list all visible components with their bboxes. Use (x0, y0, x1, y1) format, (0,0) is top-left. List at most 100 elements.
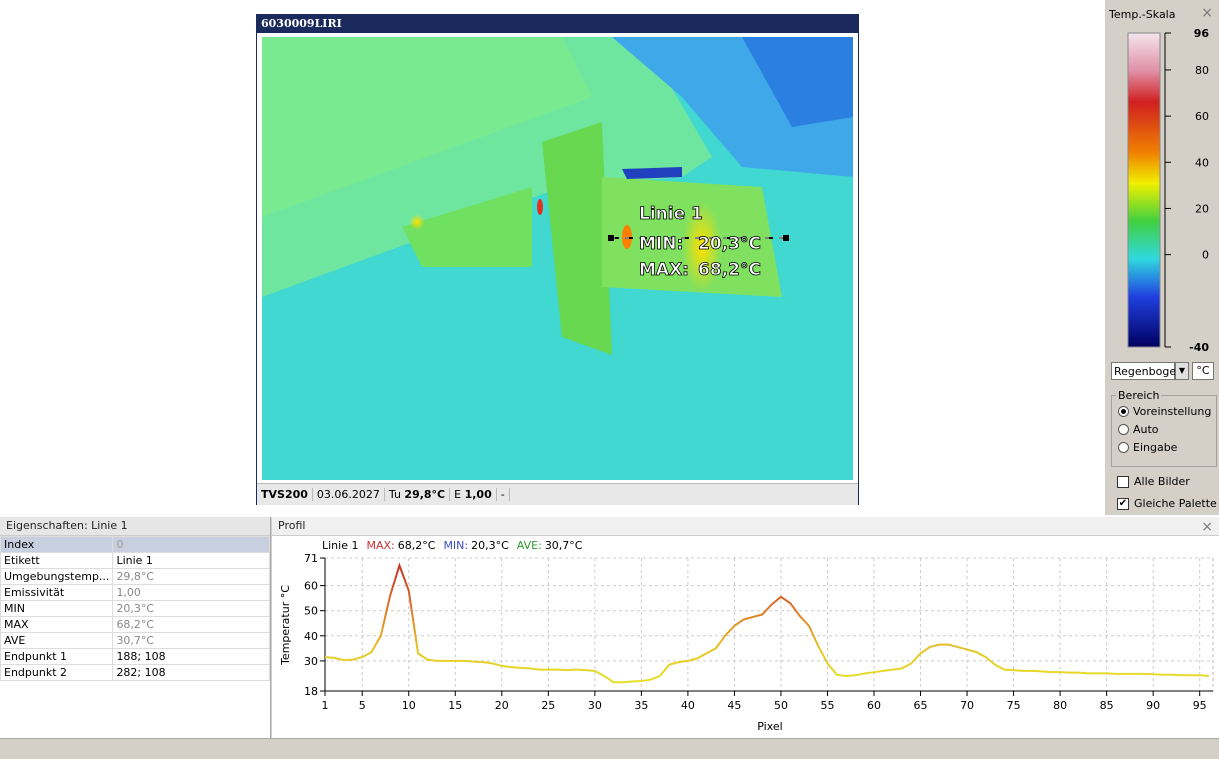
scale-title: Temp.-Skala (1109, 8, 1175, 21)
radio-label: Eingabe (1133, 441, 1177, 454)
overlay-min: 20,3°C (698, 234, 761, 254)
dropdown-arrow[interactable]: ▼ (1175, 362, 1189, 380)
checkbox-label: Gleiche Palette (1134, 497, 1217, 510)
radio (1118, 442, 1129, 453)
x-tick-label: 1 (322, 699, 329, 712)
line-handle[interactable] (608, 235, 614, 241)
unit-button[interactable]: °C (1192, 362, 1214, 380)
property-row: Endpunkt 2282; 108 (1, 665, 270, 681)
radio (1118, 424, 1129, 435)
palette-name: Regenboge (1114, 365, 1176, 378)
range-title: Bereich (1116, 389, 1161, 402)
scale-tick-label: 20 (1195, 202, 1209, 215)
x-tick-label: 30 (588, 699, 602, 712)
palette-dropdown[interactable]: Regenboge (1111, 362, 1175, 380)
scale: -40 0 20 40 60 80 96 (1105, 22, 1219, 362)
property-value: 282; 108 (113, 665, 270, 681)
scale-panel: Temp.-Skala × -40 0 20 40 60 80 96 Regenboge ▼… (1105, 0, 1219, 515)
radio-label: Auto (1133, 423, 1159, 436)
x-tick-label: 75 (1007, 699, 1021, 712)
property-row: Umgebungstemp...29,8°C (1, 569, 270, 585)
x-tick-label: 60 (867, 699, 881, 712)
radio-option[interactable]: Auto (1118, 423, 1159, 436)
camera: TVS200 (257, 488, 313, 501)
x-tick-label: 70 (960, 699, 974, 712)
scale-tick-label: 60 (1195, 110, 1209, 123)
property-value: 1,00 (113, 585, 270, 601)
x-tick-label: 50 (774, 699, 788, 712)
x-tick-label: 95 (1193, 699, 1207, 712)
tu-label: Tu (389, 488, 401, 501)
radio-label: Voreinstellung (1133, 405, 1211, 418)
unit: °C (1196, 364, 1209, 377)
property-row: MAX68,2°C (1, 617, 270, 633)
property-row: Index0 (1, 537, 270, 553)
x-tick-label: 25 (541, 699, 555, 712)
checkbox-option[interactable]: Alle Bilder (1117, 475, 1190, 488)
radio-option[interactable]: Voreinstellung (1118, 405, 1211, 418)
overlay-max: 68,2°C (698, 260, 761, 280)
x-tick-label: 20 (495, 699, 509, 712)
tu-value: 29,8°C (404, 488, 445, 501)
property-name: Index (1, 537, 113, 553)
window-title: 6030009LIRI (257, 15, 858, 33)
close-button[interactable]: × (1201, 519, 1213, 535)
checkbox-label: Alle Bilder (1134, 475, 1190, 488)
scale-tick-label: 96 (1194, 27, 1210, 40)
scale-tick-label: -40 (1189, 341, 1209, 354)
property-name: MIN (1, 601, 113, 617)
line-handle[interactable] (783, 235, 789, 241)
x-tick-label: 40 (681, 699, 695, 712)
page: Thermografie {"window": {"title": "60300… (0, 0, 1219, 758)
scale-tick-label: 40 (1195, 156, 1209, 169)
radio (1118, 406, 1129, 417)
properties-title: Eigenschaften: Linie 1 (0, 517, 270, 536)
legend-series: Linie 1 (322, 539, 358, 552)
property-value: 30,7°C (113, 633, 270, 649)
property-value: Linie 1 (113, 553, 270, 569)
property-name: Etikett (1, 553, 113, 569)
status-bar: TVS200 03.06.2027 Tu 29,8°C E 1,00 - (257, 483, 858, 505)
hot-spot (409, 214, 425, 230)
overlay-min-label: MIN: (639, 234, 683, 254)
x-tick-label: 85 (1100, 699, 1114, 712)
x-tick-label: 45 (727, 699, 741, 712)
color-bar (1128, 33, 1160, 347)
overlay-max-label: MAX: (639, 260, 689, 280)
property-value: 29,8°C (113, 569, 270, 585)
x-tick-label: 65 (914, 699, 928, 712)
image-window: 6030009LIRI Linie 1 MIN: 20,3°C MAX: 68,… (256, 14, 859, 505)
checkbox: ✔ (1117, 498, 1129, 510)
y-tick-label: 71 (304, 552, 318, 565)
legend-value: 20,3°C (471, 539, 509, 552)
y-tick-label: 40 (304, 630, 318, 643)
tu: Tu 29,8°C (385, 488, 450, 501)
thermal-image: Linie 1 MIN: 20,3°C MAX: 68,2°C (262, 37, 853, 480)
property-name: Endpunkt 1 (1, 649, 113, 665)
profile-line (325, 566, 1209, 683)
profile-title: Profil (272, 517, 1219, 536)
radio-option[interactable]: Eingabe (1118, 441, 1177, 454)
y-tick-label: 30 (304, 655, 318, 668)
checkbox-option[interactable]: ✔ Gleiche Palette (1117, 497, 1217, 510)
y-tick-label: 50 (304, 605, 318, 618)
x-tick-label: 55 (820, 699, 834, 712)
y-tick-label: 60 (304, 580, 318, 593)
x-axis-label: Pixel (757, 720, 782, 733)
scale-tick-label: 80 (1195, 64, 1209, 77)
property-value: 20,3°C (113, 601, 270, 617)
close-button[interactable]: × (1201, 5, 1213, 21)
scale-tick-label: 0 (1202, 249, 1209, 262)
legend-label: MIN: (443, 539, 468, 552)
emissivity: E 1,00 (450, 488, 497, 501)
property-name: Umgebungstemp... (1, 569, 113, 585)
radio-dot (1121, 409, 1126, 414)
x-tick-label: 5 (359, 699, 366, 712)
footer (0, 738, 1219, 759)
y-tick-label: 18 (304, 685, 318, 698)
